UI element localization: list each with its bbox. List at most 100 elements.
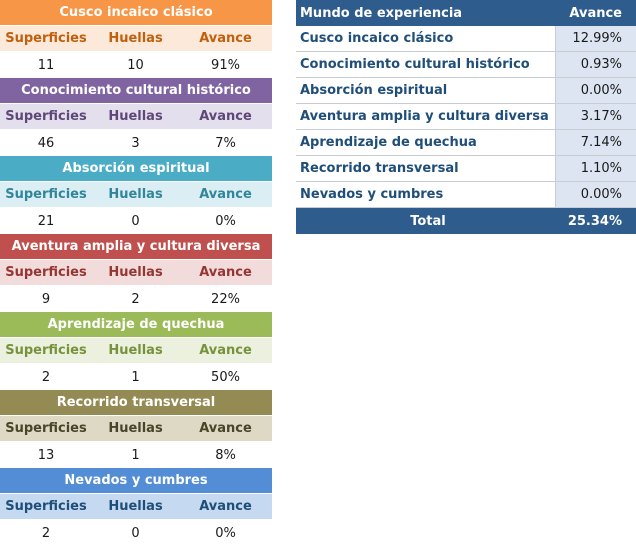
value-avance: 91% [211,57,240,73]
value-huellas: 0 [131,213,140,229]
block-title: Recorrido transversal [0,390,272,416]
value-huellas: 1 [131,447,140,463]
header-huellas: Huellas [108,499,163,514]
block-header-row: Superficies Huellas Avance [0,416,272,442]
block-value-row: 2 1 50% [0,364,272,390]
value-huellas: 0 [131,525,140,541]
block-value-row: 11 10 91% [0,52,272,78]
block-title: Aventura amplia y cultura diversa [0,234,272,260]
value-avance: 0% [215,213,236,229]
summary-row: Recorrido transversal 1.10% [296,156,636,182]
value-avance: 7% [215,135,236,151]
summary-row: Nevados y cumbres 0.00% [296,182,636,208]
header-avance: Avance [199,421,252,436]
block-header-row: Superficies Huellas Avance [0,494,272,520]
experience-block: Aprendizaje de quechua Superficies Huellas… [0,312,272,390]
block-title: Nevados y cumbres [0,468,272,494]
value-avance: 0% [215,525,236,541]
summary-header-row: Mundo de experiencia Avance [296,0,636,26]
block-value-row: 46 3 7% [0,130,272,156]
summary-row-name: Aprendizaje de quechua [296,130,556,155]
summary-row-name: Absorción espiritual [296,78,556,103]
value-superficies: 2 [41,369,51,385]
header-superficies: Superficies [5,421,87,436]
value-avance: 50% [211,369,240,385]
block-value-row: 13 1 8% [0,442,272,468]
block-title: Absorción espiritual [0,156,272,182]
summary-row: Aventura amplia y cultura diversa 3.17% [296,104,636,130]
summary-row-name: Nevados y cumbres [296,182,556,207]
block-value-row: 21 0 0% [0,208,272,234]
block-header-row: Superficies Huellas Avance [0,260,272,286]
header-superficies: Superficies [5,31,87,46]
experience-block: Nevados y cumbres Superficies Huellas Avanc… [0,468,272,546]
summary-row-name: Aventura amplia y cultura diversa [296,104,556,129]
summary-row: Cusco incaico clásico 12.99% [296,26,636,52]
summary-row-value: 7.14% [556,130,636,155]
summary-row-name: Cusco incaico clásico [296,26,556,51]
header-huellas: Huellas [108,109,163,124]
summary-row-value: 3.17% [556,104,636,129]
header-superficies: Superficies [5,109,87,124]
block-header-row: Superficies Huellas Avance [0,338,272,364]
header-superficies: Superficies [5,499,87,514]
header-avance: Avance [199,343,252,358]
block-title: Conocimiento cultural histórico [0,78,272,104]
summary-total-label: Total [410,213,446,229]
block-title: Aprendizaje de quechua [0,312,272,338]
header-huellas: Huellas [108,343,163,358]
block-title: Cusco incaico clásico [0,0,272,26]
header-superficies: Superficies [5,187,87,202]
value-superficies: 11 [37,57,55,73]
experience-block: Absorción espiritual Superficies Huellas Av… [0,156,272,234]
value-superficies: 46 [37,135,55,151]
summary-table: Mundo de experiencia Avance Cusco incaic… [296,0,636,234]
header-huellas: Huellas [108,421,163,436]
block-value-row: 2 0 0% [0,520,272,546]
header-avance: Avance [199,31,252,46]
summary-header-value: Avance [569,5,622,21]
experience-block: Aventura amplia y cultura diversa Superfi… [0,234,272,312]
header-superficies: Superficies [5,343,87,358]
summary-header-name: Mundo de experiencia [300,5,463,21]
value-huellas: 2 [131,291,140,307]
value-superficies: 21 [37,213,55,229]
value-superficies: 13 [37,447,55,463]
summary-row-value: 12.99% [556,26,636,51]
summary-row-name: Recorrido transversal [296,156,556,181]
block-header-row: Superficies Huellas Avance [0,104,272,130]
value-huellas: 10 [127,57,144,73]
value-superficies: 9 [41,291,51,307]
header-avance: Avance [199,109,252,124]
value-avance: 8% [215,447,236,463]
header-huellas: Huellas [108,265,163,280]
header-superficies: Superficies [5,265,87,280]
experience-block: Conocimiento cultural histórico Superfici… [0,78,272,156]
experience-block: Recorrido transversal Superficies Huellas A… [0,390,272,468]
header-avance: Avance [199,187,252,202]
block-header-row: Superficies Huellas Avance [0,26,272,52]
value-avance: 22% [211,291,240,307]
block-header-row: Superficies Huellas Avance [0,182,272,208]
summary-row-name: Conocimiento cultural histórico [296,52,556,77]
summary-row-value: 0.00% [556,78,636,103]
value-huellas: 1 [131,369,140,385]
summary-row-value: 0.93% [556,52,636,77]
value-superficies: 2 [41,525,51,541]
header-huellas: Huellas [108,31,163,46]
block-value-row: 9 2 22% [0,286,272,312]
summary-rows: Cusco incaico clásico 12.99% Conocimiento … [296,26,636,208]
experience-tables: Cusco incaico clásico Superficies Huellas A… [0,0,272,546]
summary-total-row: Total 25.34% [296,208,636,234]
value-huellas: 3 [131,135,140,151]
header-huellas: Huellas [108,187,163,202]
header-avance: Avance [199,499,252,514]
header-avance: Avance [199,265,252,280]
summary-row: Conocimiento cultural histórico 0.93% [296,52,636,78]
experience-block: Cusco incaico clásico Superficies Huellas A… [0,0,272,78]
summary-row: Aprendizaje de quechua 7.14% [296,130,636,156]
summary-total-value: 25.34% [567,213,622,229]
summary-row-value: 1.10% [556,156,636,181]
summary-row-value: 0.00% [556,182,636,207]
summary-row: Absorción espiritual 0.00% [296,78,636,104]
